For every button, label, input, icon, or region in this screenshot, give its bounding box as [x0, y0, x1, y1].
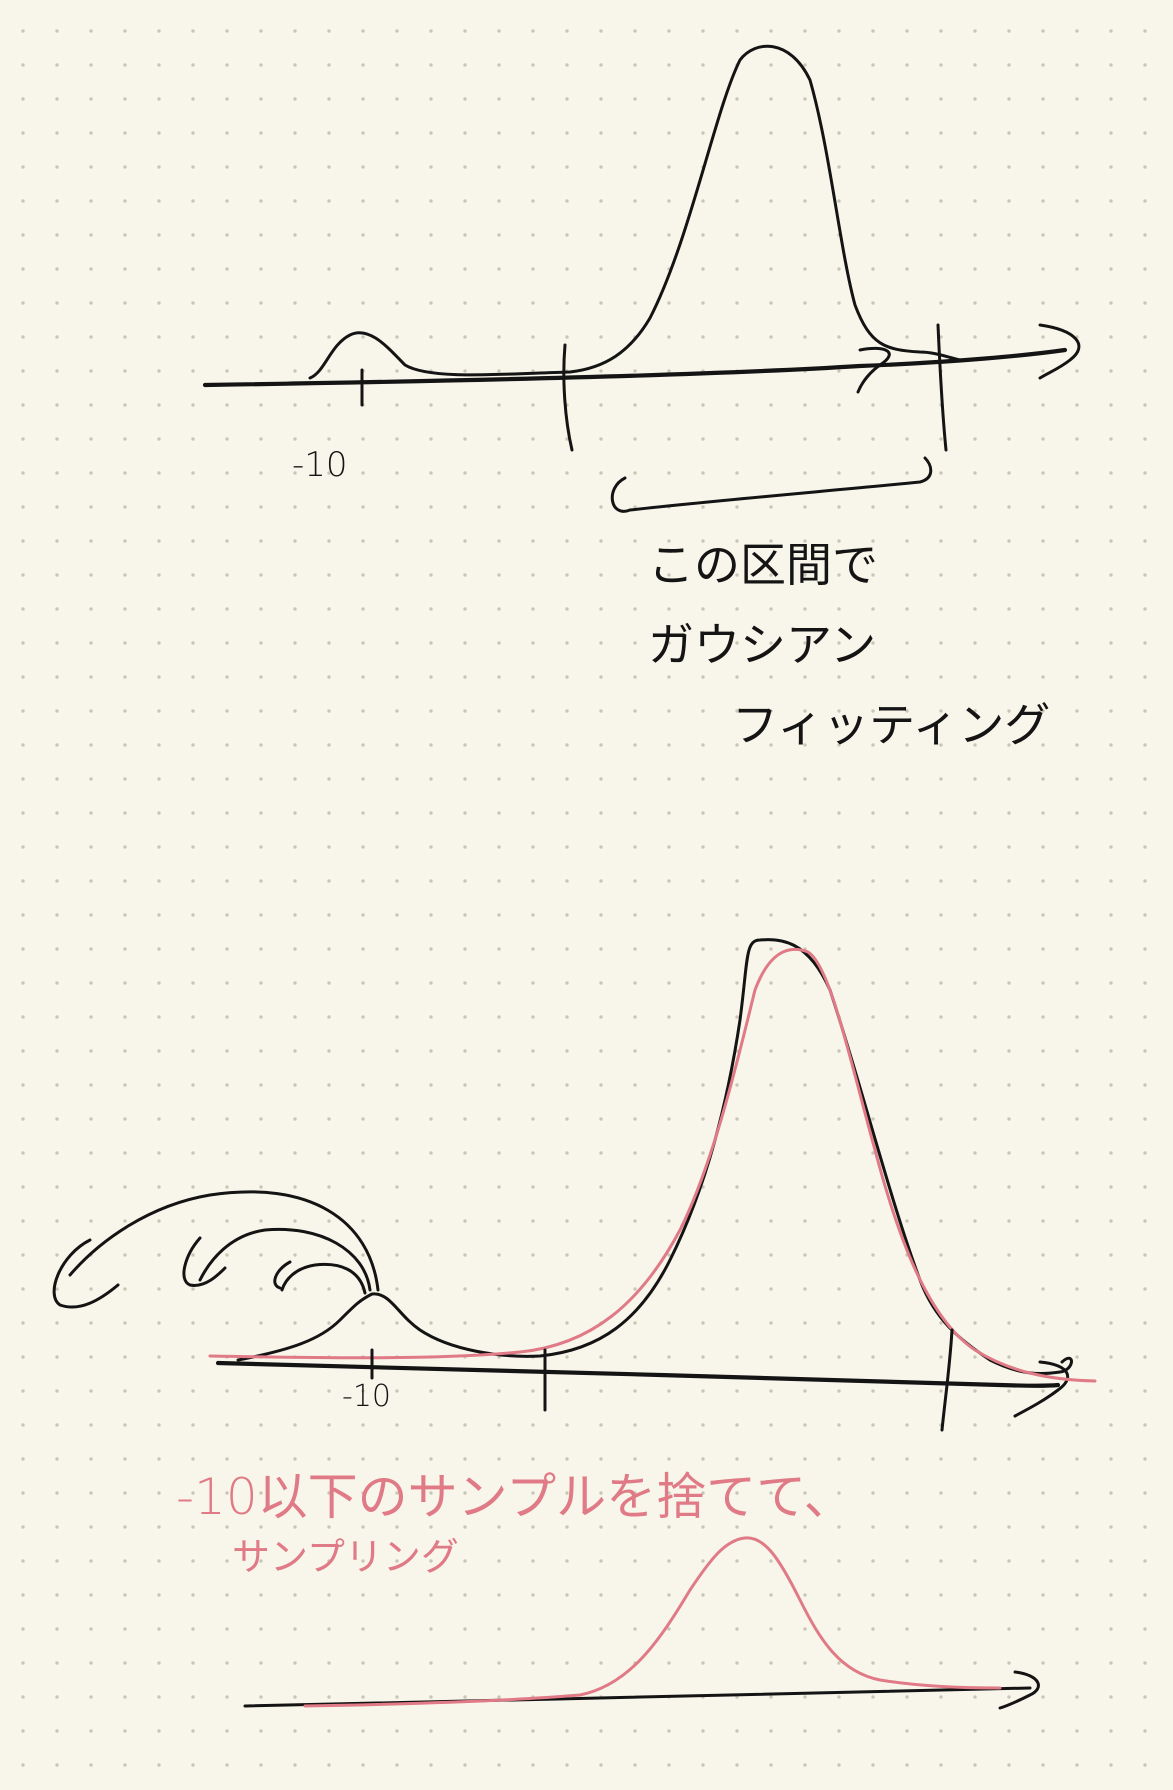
bottom-sampled-gaussian: [303, 1536, 1002, 1708]
middle-caption-line-1: -10以下のサンプルを捨てて、: [176, 1468, 854, 1526]
middle-tick-label: -10: [342, 1379, 391, 1414]
bottom-diagram: [243, 1536, 1040, 1710]
middle-density-curve: [236, 938, 1073, 1376]
middle-x-axis: [215, 1360, 1061, 1388]
discard-arrow-small: [273, 1260, 367, 1295]
top-note-line-2: ガウシアン: [648, 618, 877, 672]
bottom-axis-arrowhead: [998, 1670, 1040, 1710]
middle-interval-right-bound: [940, 1328, 954, 1432]
top-diagram: [202, 44, 1081, 513]
top-density-curve: [308, 44, 962, 380]
middle-fitted-gaussian: [208, 947, 1097, 1383]
top-note-line-1: この区間で: [648, 538, 878, 592]
top-axis-arrowhead: [1038, 323, 1081, 380]
top-tick-label: -10: [292, 445, 348, 485]
top-x-axis: [202, 347, 1068, 388]
top-note-line-3: フィッティング: [732, 698, 1051, 752]
discard-arrow-medium: [182, 1227, 372, 1292]
top-interval-right-bound: [936, 323, 948, 452]
middle-caption-line-2: サンプリング: [232, 1535, 459, 1579]
middle-diagram: [52, 938, 1097, 1432]
top-interval-bracket: [610, 456, 933, 513]
top-axis-scribble: [856, 346, 891, 394]
bottom-x-axis: [243, 1686, 1032, 1708]
middle-axis-arrowhead: [1013, 1360, 1070, 1418]
top-interval-left-bound: [562, 343, 574, 452]
discard-arrow-large: [52, 1190, 380, 1309]
